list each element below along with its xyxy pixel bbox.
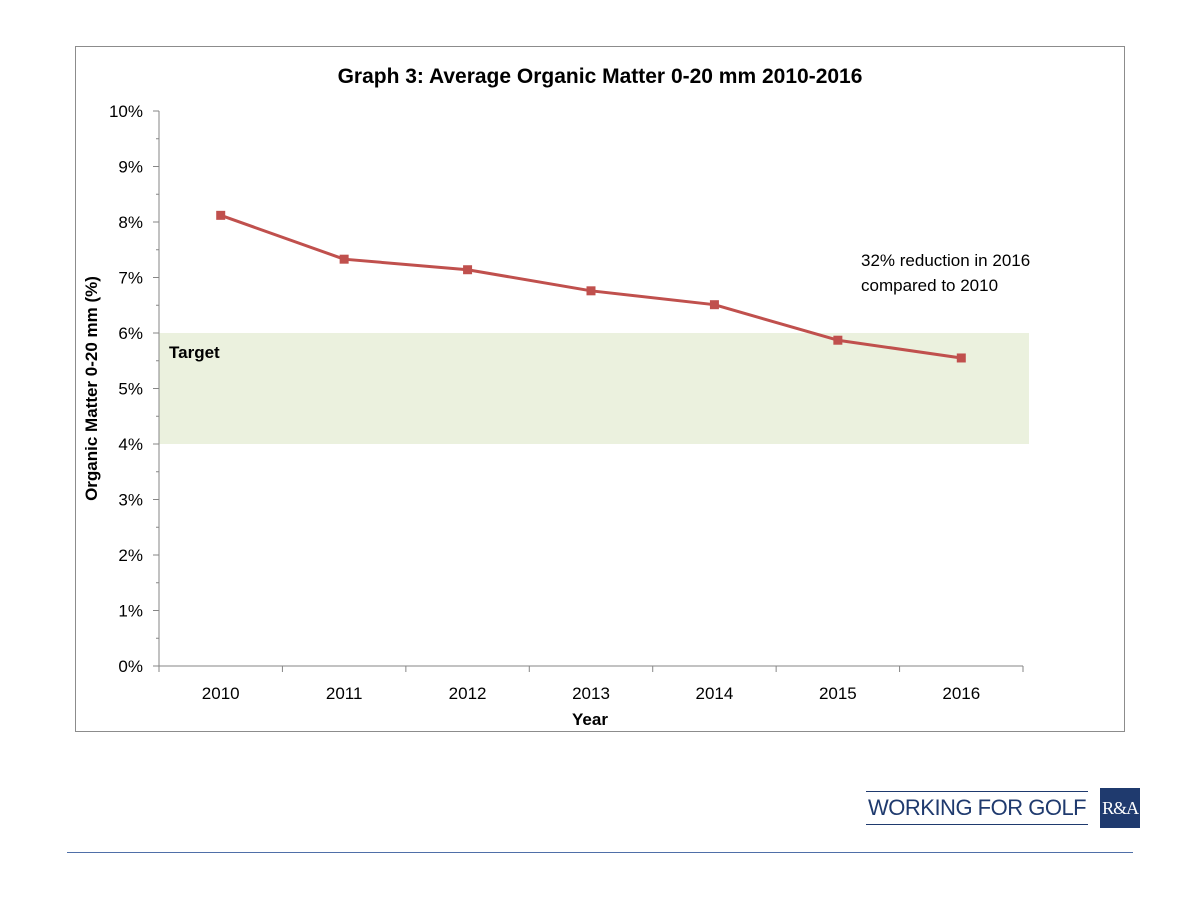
y-tick-label: 6% bbox=[118, 324, 143, 343]
annotation-line: compared to 2010 bbox=[861, 276, 998, 295]
y-tick-label: 2% bbox=[118, 546, 143, 565]
footer-divider bbox=[67, 852, 1133, 853]
x-tick-label: 2012 bbox=[449, 684, 487, 703]
y-tick-label: 10% bbox=[109, 102, 143, 121]
x-tick-label: 2015 bbox=[819, 684, 857, 703]
data-point-2012 bbox=[463, 265, 473, 275]
working-for-golf-logo: WORKING FOR GOLF R&A bbox=[866, 787, 1141, 829]
y-tick-label: 1% bbox=[118, 602, 143, 621]
x-tick-label: 2010 bbox=[202, 684, 240, 703]
y-tick-label: 0% bbox=[118, 657, 143, 676]
chart-frame: Target Graph 3: Average Organic Matter 0-… bbox=[75, 46, 1125, 732]
annotation-line: 32% reduction in 2016 bbox=[861, 251, 1030, 270]
x-tick-label: 2013 bbox=[572, 684, 610, 703]
x-tick-label: 2014 bbox=[696, 684, 734, 703]
y-tick-label: 7% bbox=[118, 269, 143, 288]
target-label: Target bbox=[169, 343, 220, 362]
data-point-2011 bbox=[339, 254, 349, 264]
data-point-2016 bbox=[956, 353, 966, 363]
data-point-2015 bbox=[833, 335, 843, 345]
chart-title: Graph 3: Average Organic Matter 0-20 mm … bbox=[338, 65, 863, 88]
chart: Target Graph 3: Average Organic Matter 0-… bbox=[82, 65, 1030, 729]
x-tick-label: 2011 bbox=[326, 684, 363, 703]
y-tick-label: 4% bbox=[118, 435, 143, 454]
data-point-2013 bbox=[586, 286, 596, 296]
logo-wordmark: WORKING FOR GOLF bbox=[866, 791, 1089, 825]
ra-badge: R&A bbox=[1100, 788, 1141, 828]
data-point-2014 bbox=[709, 300, 719, 310]
data-point-2010 bbox=[216, 210, 226, 220]
y-tick-label: 5% bbox=[118, 380, 143, 399]
target-band bbox=[159, 333, 1029, 444]
y-axis-label: Organic Matter 0-20 mm (%) bbox=[82, 276, 101, 501]
x-axis-label: Year bbox=[572, 710, 608, 729]
y-tick-label: 8% bbox=[118, 213, 143, 232]
x-tick-label: 2016 bbox=[942, 684, 980, 703]
y-tick-label: 3% bbox=[118, 491, 143, 510]
y-tick-label: 9% bbox=[118, 158, 143, 177]
